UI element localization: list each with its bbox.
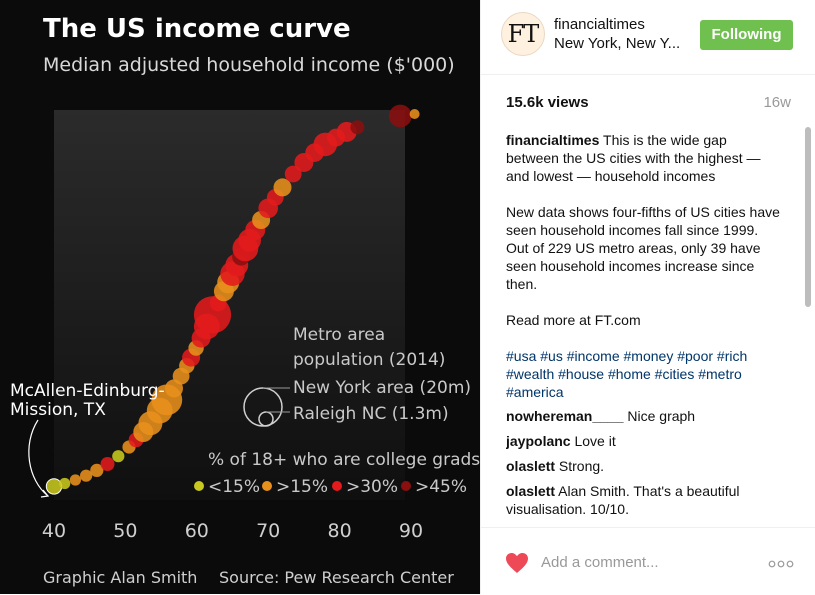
size-legend-entry-raleigh: Raleigh NC (1.3m) xyxy=(293,404,449,424)
chart-bubble xyxy=(388,104,412,128)
chart-area-band xyxy=(54,110,405,500)
caption-paragraph-2: New data shows four-fifths of US cities … xyxy=(506,204,780,292)
size-legend-title-1: Metro area xyxy=(293,325,385,345)
annotation-label-line-2: Mission, TX xyxy=(10,400,106,420)
income-curve-chart: The US income curve Median adjusted hous… xyxy=(10,14,480,587)
chart-bubble xyxy=(350,120,365,135)
color-legend-title: % of 18+ who are college grads xyxy=(208,450,480,470)
x-tick-label: 60 xyxy=(185,520,209,542)
comment-username[interactable]: olaslett xyxy=(506,483,556,499)
comment-username[interactable]: olaslett xyxy=(506,458,556,474)
location-link[interactable]: New York, New Y... xyxy=(554,35,681,52)
comment-text: Alan Smith. That's a beautiful visualisa… xyxy=(506,483,740,517)
color-legend-swatch-gt45 xyxy=(401,481,411,491)
color-legend-label-gt30: >30% xyxy=(346,477,398,497)
chart-bubble xyxy=(59,477,71,490)
x-tick-label: 50 xyxy=(113,520,137,542)
comment-text: Strong. xyxy=(558,458,605,474)
size-legend-title-2: population (2014) xyxy=(293,350,445,370)
credit-source: Source: Pew Research Center xyxy=(219,568,454,587)
views-count[interactable]: 15.6k views xyxy=(506,94,589,111)
comment: jaypolanc Love it xyxy=(506,432,781,450)
annotation-label-line-1: McAllen-Edinburg- xyxy=(10,381,165,401)
post-sidebar: FT financialtimes New York, New Y... Fol… xyxy=(480,0,815,594)
chart-bubble xyxy=(273,178,292,197)
post-footer: Add a comment... xyxy=(481,527,815,595)
comment: olaslett Strong. xyxy=(506,457,781,475)
x-tick-label: 40 xyxy=(42,520,66,542)
more-options-icon[interactable] xyxy=(768,560,794,568)
comment-username[interactable]: nowhereman____ xyxy=(506,408,624,424)
post-image[interactable]: The US income curve Median adjusted hous… xyxy=(0,0,480,594)
chart-title: The US income curve xyxy=(43,14,351,44)
size-legend-entry-new-york: New York area (20m) xyxy=(293,378,471,398)
heart-icon[interactable] xyxy=(505,552,529,574)
following-button[interactable]: Following xyxy=(700,20,793,50)
chart-bubbles xyxy=(45,104,420,495)
caption-paragraph-3: Read more at FT.com xyxy=(506,312,641,328)
caption-scrollbar[interactable] xyxy=(805,127,811,307)
comment-text: Love it xyxy=(574,433,616,449)
chart-bubble xyxy=(409,109,420,119)
credit-graphic: Graphic Alan Smith xyxy=(43,568,197,587)
caption-text: This is the wide gap between the US citi… xyxy=(506,132,761,184)
color-legend-label-lt15: <15% xyxy=(208,477,260,497)
comment: olaslett Alan Smith. That's a beautiful … xyxy=(506,482,781,518)
color-legend-swatch-gt30 xyxy=(332,481,342,491)
avatar[interactable]: FT xyxy=(501,12,545,56)
username-link[interactable]: financialtimes xyxy=(554,16,645,33)
color-legend-swatch-gt15 xyxy=(262,481,272,491)
color-legend-swatch-lt15 xyxy=(194,481,204,491)
x-tick-label: 70 xyxy=(256,520,280,542)
comment-text: Nice graph xyxy=(627,408,696,424)
chart-bubble xyxy=(112,450,125,463)
chart-bubble xyxy=(80,469,93,482)
annotation-arrow-head xyxy=(40,489,50,498)
x-axis-ticks: 40 50 60 70 80 90 xyxy=(42,520,423,542)
chart-bubble xyxy=(284,165,302,183)
caption-and-comments: financialtimes This is the wide gap betw… xyxy=(506,131,781,527)
comment-username[interactable]: jaypolanc xyxy=(506,433,571,449)
color-legend-label-gt45: >45% xyxy=(415,477,467,497)
color-legend-label-gt15: >15% xyxy=(276,477,328,497)
annotation-arrow xyxy=(28,419,49,497)
chart-bubble xyxy=(69,474,81,486)
chart-bubble xyxy=(100,457,115,471)
hashtags[interactable]: #usa #us #income #money #poor #rich #wea… xyxy=(506,348,748,400)
chart-bubble xyxy=(45,478,63,495)
caption: financialtimes This is the wide gap betw… xyxy=(506,131,781,185)
add-comment-input[interactable]: Add a comment... xyxy=(541,554,659,571)
x-tick-label: 90 xyxy=(399,520,423,542)
post-header: FT financialtimes New York, New Y... Fol… xyxy=(481,0,815,75)
chart-bubble xyxy=(90,463,104,477)
comment: nowhereman____ Nice graph xyxy=(506,407,781,425)
chart-subtitle: Median adjusted household income ($'000) xyxy=(43,54,455,76)
post-age[interactable]: 16w xyxy=(763,94,791,111)
x-tick-label: 80 xyxy=(328,520,352,542)
caption-username[interactable]: financialtimes xyxy=(506,132,600,148)
